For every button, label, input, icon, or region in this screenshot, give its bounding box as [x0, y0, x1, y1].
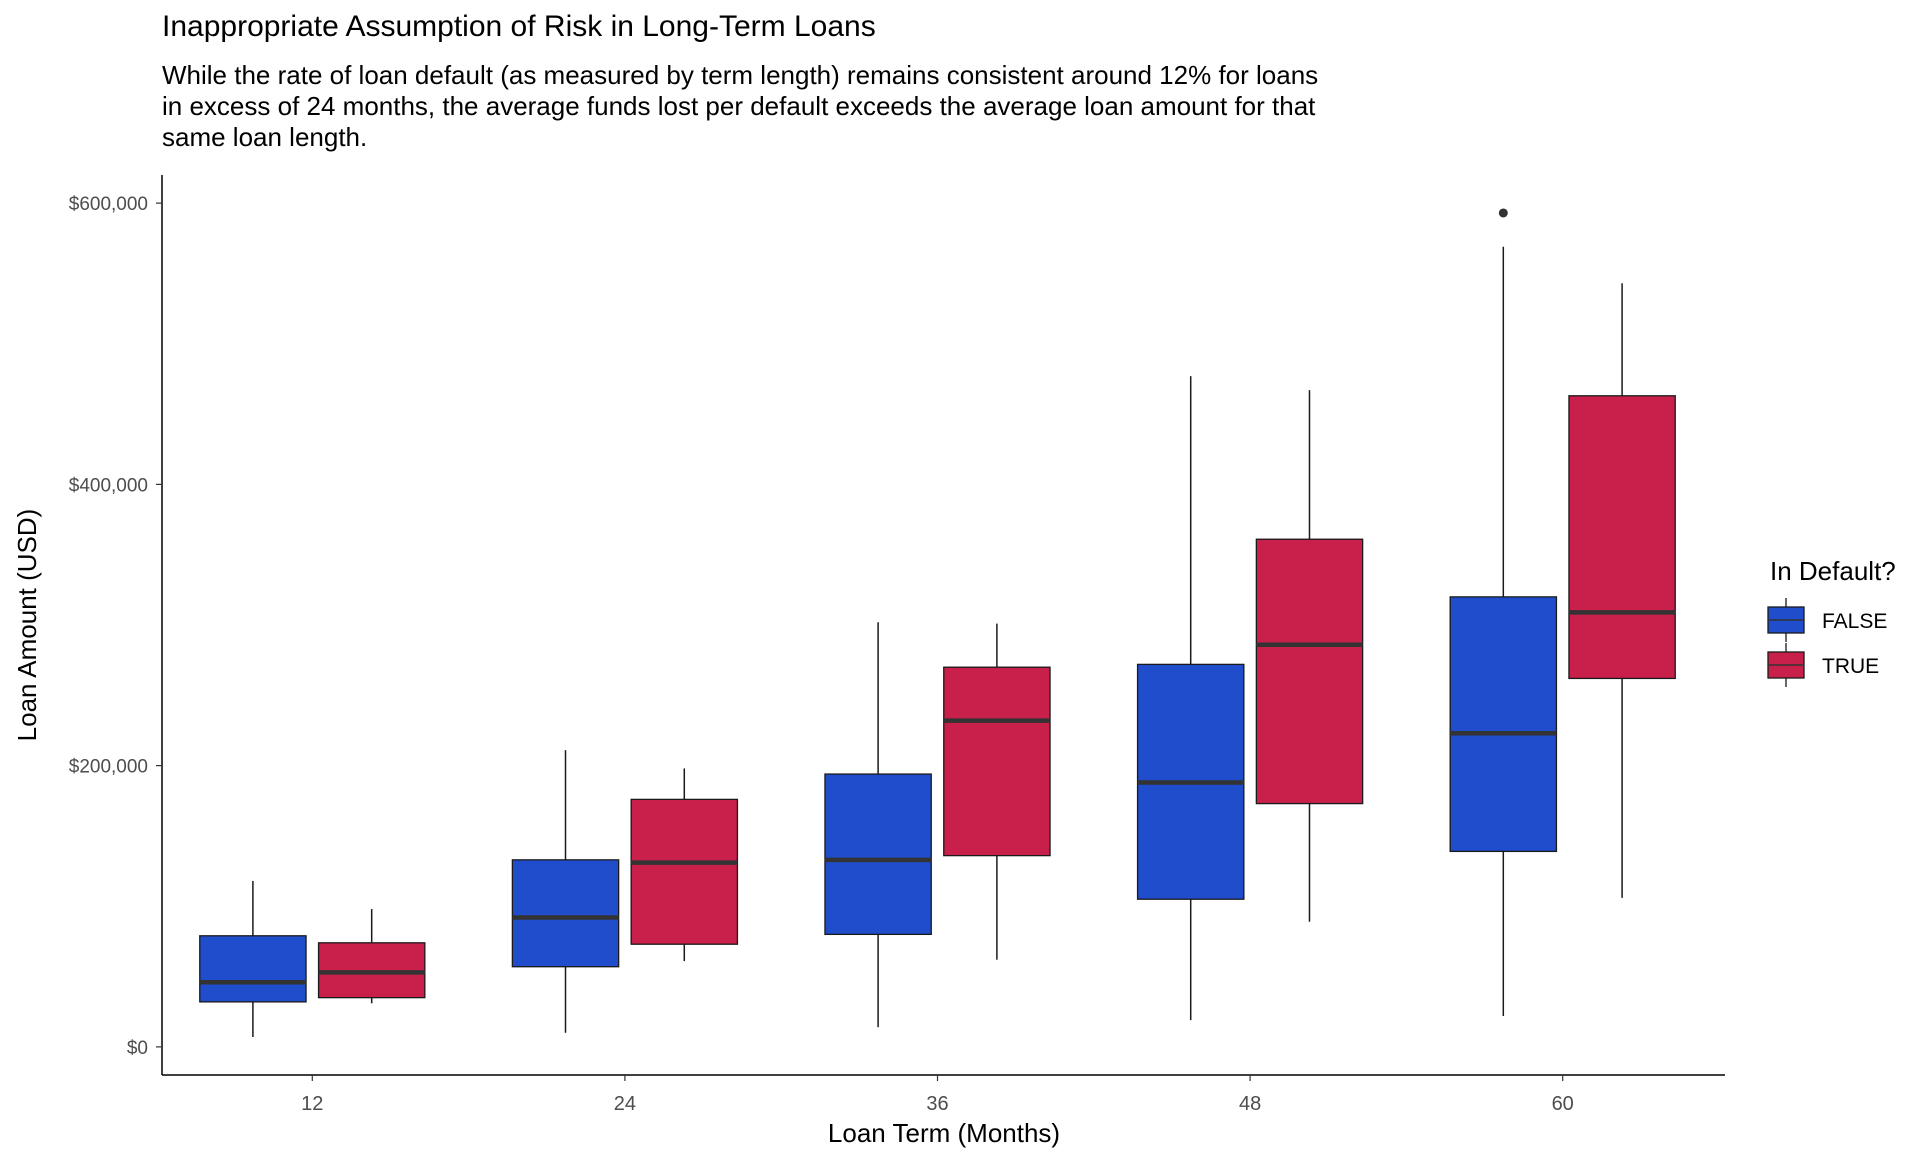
outlier-point: [1498, 208, 1508, 218]
box-body: [824, 773, 932, 936]
legend: In Default? FALSE TRUE: [1767, 556, 1896, 687]
y-tick-label: $400,000: [69, 475, 148, 496]
legend-title: In Default?: [1770, 556, 1896, 586]
x-axis-title: Loan Term (Months): [828, 1118, 1060, 1148]
box-false-60: [1449, 208, 1558, 1016]
box-true-12: [317, 909, 426, 1004]
x-tick-label: 36: [926, 1093, 948, 1115]
x-tick-label: 48: [1239, 1093, 1261, 1115]
y-axis-ticks: $0 $200,000 $400,000 $600,000: [69, 194, 162, 1059]
box-false-36: [824, 622, 932, 1028]
x-tick-label: 24: [614, 1093, 636, 1115]
box-body: [199, 935, 307, 1003]
box-body: [1449, 596, 1558, 853]
chart-subtitle: While the rate of loan default (as measu…: [162, 60, 1319, 152]
box-false-12: [199, 880, 307, 1038]
y-axis-title: Loan Amount (USD): [12, 509, 42, 742]
box-true-48: [1255, 390, 1364, 922]
legend-items: FALSE TRUE: [1767, 598, 1887, 687]
plot-area: [199, 208, 1676, 1038]
legend-label: TRUE: [1822, 655, 1879, 678]
legend-item-false: FALSE: [1767, 598, 1887, 642]
chart-title: Inappropriate Assumption of Risk in Long…: [162, 10, 876, 43]
series-true: [317, 283, 1676, 1004]
y-tick-label: $200,000: [69, 757, 148, 778]
x-axis-ticks: 12 24 36 48 60: [301, 1075, 1574, 1115]
box-false-24: [511, 750, 620, 1033]
x-tick-label: 12: [301, 1093, 323, 1115]
y-tick-label: $600,000: [69, 194, 148, 215]
box-body: [943, 666, 1051, 857]
y-tick-label: $0: [127, 1038, 148, 1059]
legend-item-true: TRUE: [1767, 643, 1879, 687]
series-false: [199, 208, 1558, 1038]
box-false-48: [1136, 376, 1245, 1021]
box-true-36: [943, 623, 1051, 960]
legend-label: FALSE: [1822, 610, 1887, 633]
box-true-24: [630, 768, 739, 962]
box-body: [511, 859, 620, 968]
box-true-60: [1568, 283, 1676, 898]
box-body: [1568, 395, 1676, 680]
box-body: [1255, 538, 1364, 805]
x-tick-label: 60: [1552, 1093, 1574, 1115]
box-body: [630, 798, 739, 945]
